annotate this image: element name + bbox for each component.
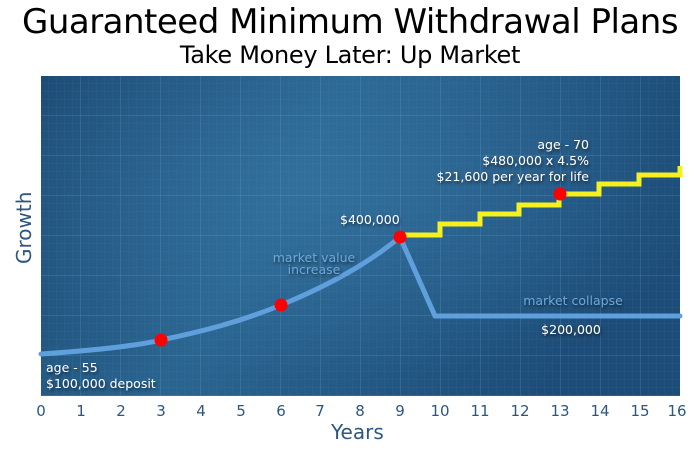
label-floor: $200,000 xyxy=(541,322,601,337)
label-calc: $480,000 x 4.5% xyxy=(482,153,589,168)
marker-year-3 xyxy=(154,333,168,347)
x-axis-label: Years xyxy=(331,420,384,444)
x-tick: 4 xyxy=(196,402,206,420)
label-deposit: $100,000 deposit xyxy=(46,376,156,391)
market-value-line xyxy=(38,234,683,357)
x-tick: 11 xyxy=(470,402,489,420)
label-age-55: age - 55 xyxy=(46,360,98,375)
label-age-70: age - 70 xyxy=(537,137,589,152)
label-peak: $400,000 xyxy=(340,212,400,227)
guaranteed-income-stairs xyxy=(400,166,683,238)
label-market-collapse: market collapse xyxy=(523,293,623,308)
x-tick: 12 xyxy=(510,402,529,420)
label-income: $21,600 per year for life xyxy=(437,169,590,184)
x-tick: 9 xyxy=(395,402,405,420)
y-axis-label: Growth xyxy=(12,191,36,264)
x-tick: 10 xyxy=(430,402,449,420)
x-axis-ticks: 0 1 2 3 4 5 6 7 8 9 10 11 12 13 14 15 16 xyxy=(36,402,686,420)
x-tick: 15 xyxy=(630,402,649,420)
marker-year-9 xyxy=(393,230,407,244)
label-market-value: market value xyxy=(273,250,356,265)
x-tick: 5 xyxy=(236,402,246,420)
chart-subtitle: Take Money Later: Up Market xyxy=(179,41,521,69)
marker-year-13 xyxy=(553,187,567,201)
marker-year-6 xyxy=(274,298,288,312)
x-tick: 3 xyxy=(156,402,166,420)
chart-title: Guaranteed Minimum Withdrawal Plans xyxy=(21,2,679,42)
label-increase: increase xyxy=(288,262,341,277)
plot-area xyxy=(41,76,680,396)
x-tick: 2 xyxy=(116,402,126,420)
x-tick: 1 xyxy=(76,402,86,420)
x-tick: 8 xyxy=(355,402,365,420)
x-tick: 14 xyxy=(590,402,609,420)
x-tick: 7 xyxy=(315,402,325,420)
x-tick: 6 xyxy=(276,402,286,420)
x-tick: 0 xyxy=(36,402,46,420)
x-tick: 16 xyxy=(667,402,686,420)
x-tick: 13 xyxy=(550,402,569,420)
